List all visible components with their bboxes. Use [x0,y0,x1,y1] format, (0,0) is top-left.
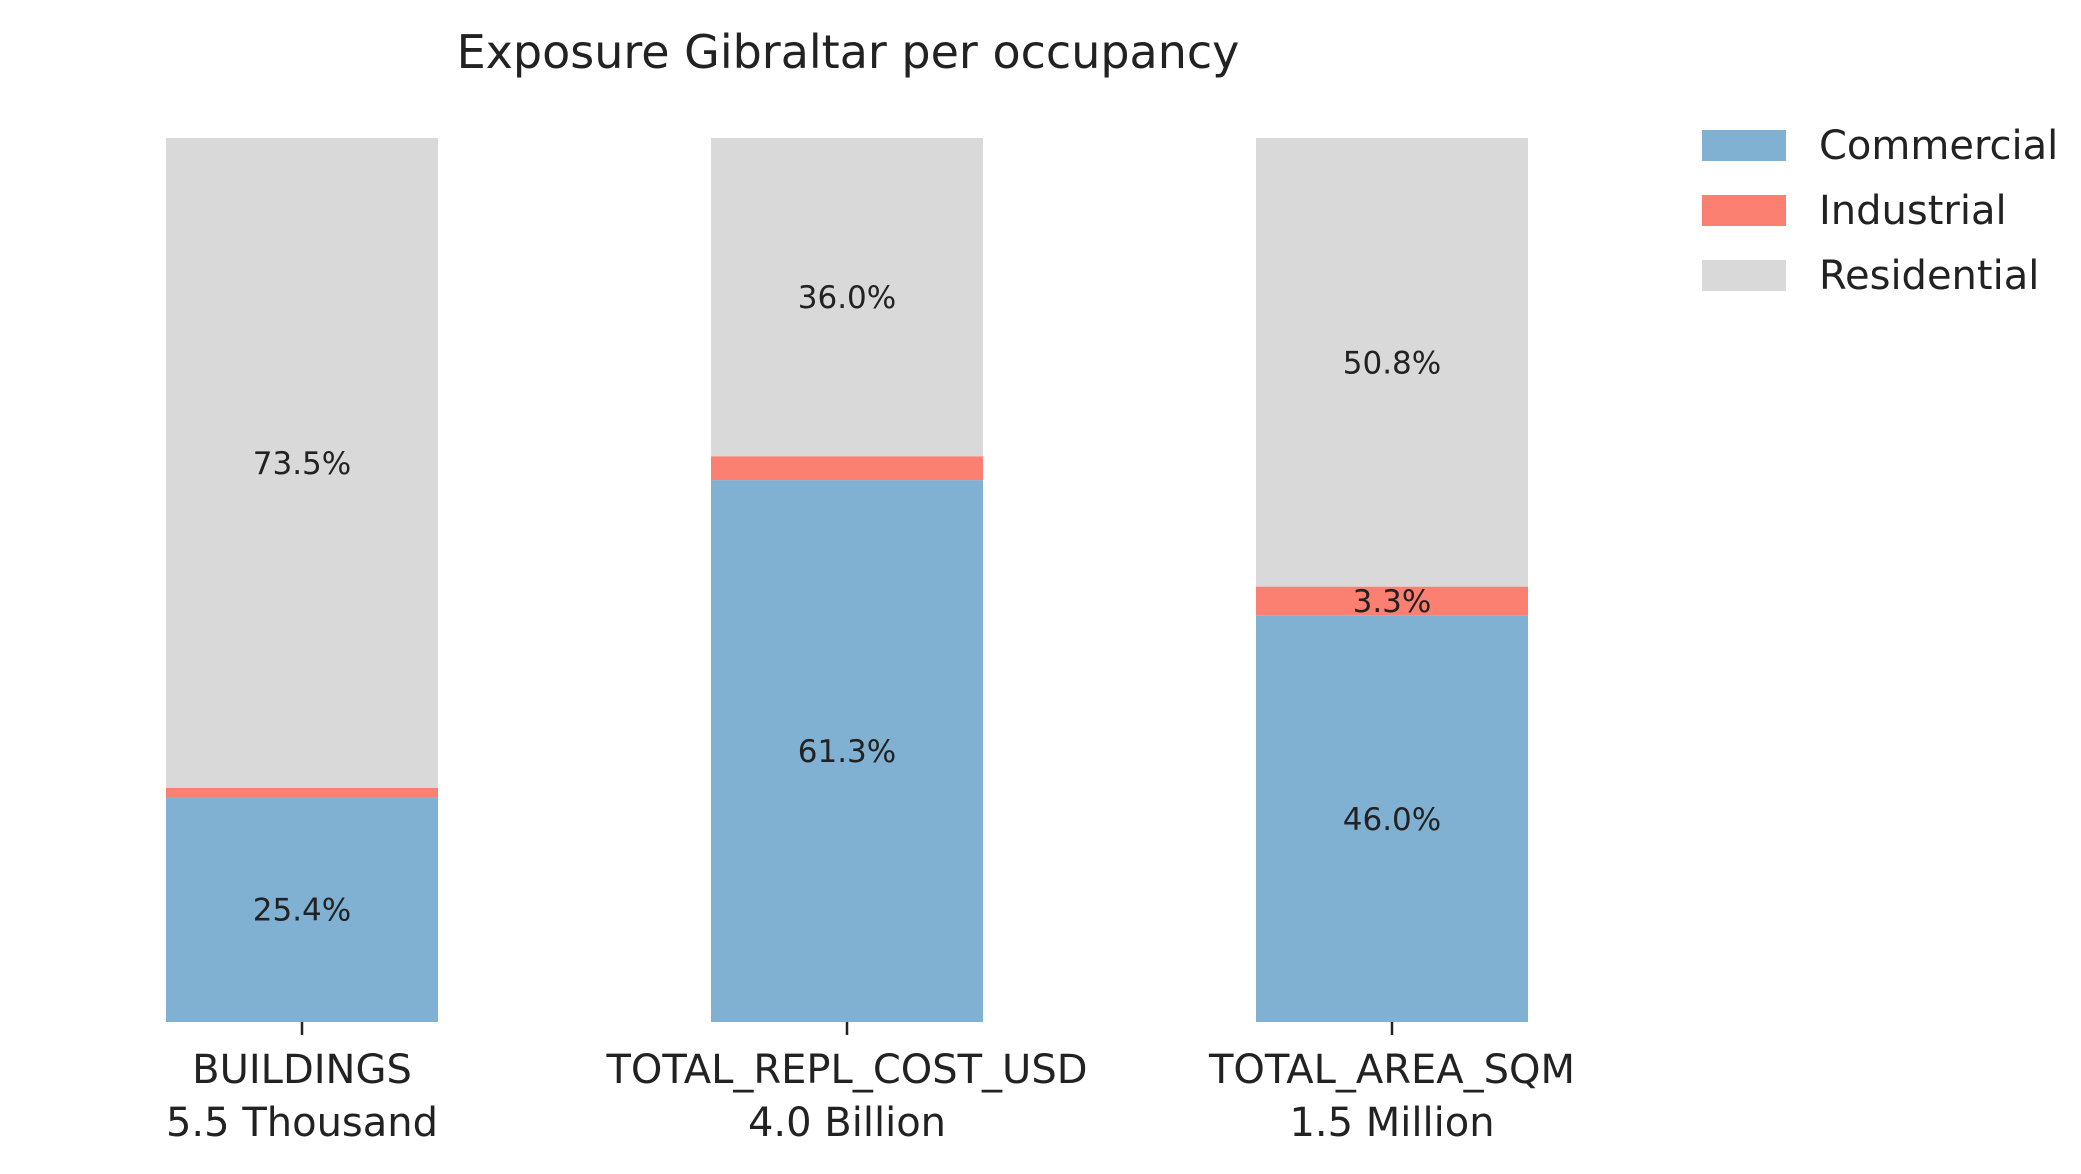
x-tick-label: BUILDINGS [192,1047,412,1093]
x-tick-total-label: 1.5 Million [1289,1100,1494,1146]
bar-value-label: 36.0% [798,280,896,316]
bar-value-label: 25.4% [253,893,351,929]
legend-label-industrial: Industrial [1819,188,2007,234]
bar-value-label: 61.3% [798,734,896,770]
bar-value-label: 50.8% [1343,345,1441,381]
bar-segment-residential-total_area_sqm [1256,138,1528,587]
bar-segment-commercial-buildings [166,797,438,1022]
bar-segment-commercial-total_repl_cost_usd [711,480,983,1022]
bar-value-label: 3.3% [1353,584,1432,620]
bar-segment-industrial-total_repl_cost_usd [711,456,983,481]
chart-title: Exposure Gibraltar per occupancy [457,25,1240,79]
bars-group: 25.4% 73.5% 61.3% 36.0% 46.0% 3.3% 50.8% [166,138,1528,1022]
bar-segment-commercial-total_area_sqm [1256,615,1528,1022]
bar-segment-residential-total_repl_cost_usd [711,138,983,457]
legend-label-commercial: Commercial [1819,123,2058,169]
x-tick-label: TOTAL_AREA_SQM [1208,1047,1575,1093]
bar-segment-residential-buildings [166,138,438,788]
legend: Commercial Industrial Residential [1702,123,2058,299]
x-tick-total-label: 5.5 Thousand [166,1100,438,1146]
bar-segment-industrial-buildings [166,787,438,798]
legend-swatch-commercial [1702,130,1786,161]
legend-swatch-industrial [1702,195,1786,226]
bar-segment-industrial-total_area_sqm [1256,586,1528,616]
legend-label-residential: Residential [1819,253,2039,299]
legend-swatch-residential [1702,260,1786,291]
x-tick-label: TOTAL_REPL_COST_USD [605,1047,1087,1093]
bar-value-label: 46.0% [1343,802,1441,838]
bar-value-label: 73.5% [253,446,351,482]
x-axis: BUILDINGS 5.5 Thousand TOTAL_REPL_COST_USD… [166,1022,1575,1146]
x-tick-total-label: 4.0 Billion [748,1100,946,1146]
